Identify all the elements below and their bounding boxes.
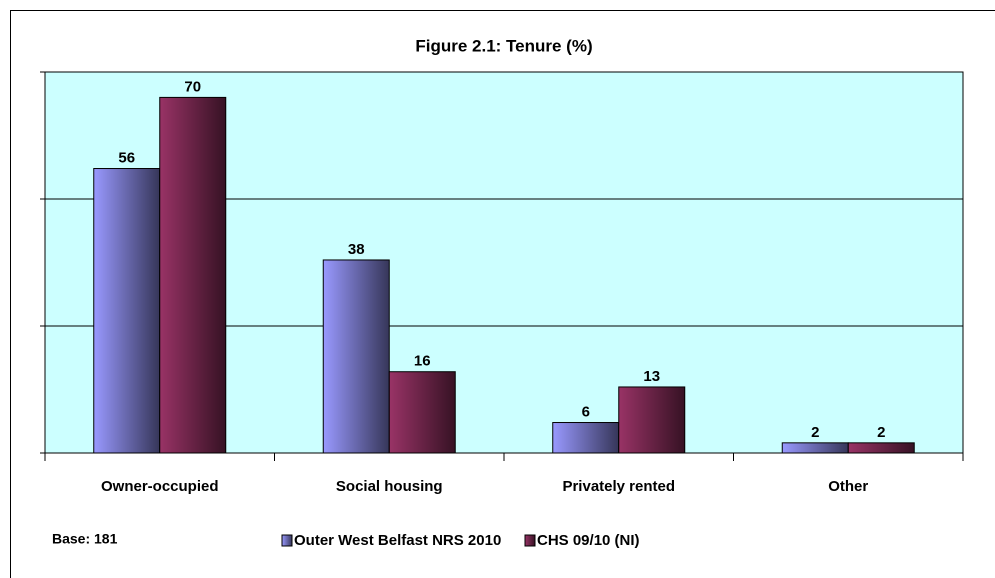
bar <box>552 422 620 454</box>
bar <box>93 168 161 454</box>
bar <box>847 442 915 454</box>
data-label: 56 <box>118 149 135 166</box>
data-label: 13 <box>643 368 660 385</box>
bar <box>322 259 390 454</box>
data-label: 6 <box>582 403 590 420</box>
x-tick-label: Privately rented <box>562 478 675 495</box>
legend-label: CHS 09/10 (NI) <box>537 532 640 549</box>
legend-label: Outer West Belfast NRS 2010 <box>294 532 501 549</box>
legend-swatch <box>524 534 536 547</box>
data-label: 16 <box>414 353 431 370</box>
legend-swatch <box>281 534 293 547</box>
data-label: 2 <box>811 424 819 441</box>
data-label: 38 <box>348 241 365 258</box>
bar <box>781 442 849 454</box>
x-tick-label: Social housing <box>336 478 443 495</box>
x-tick-label: Other <box>828 478 868 495</box>
bar <box>388 371 456 454</box>
data-label: 2 <box>877 424 885 441</box>
bar <box>159 96 227 454</box>
annotation: Base: 181 <box>52 531 118 547</box>
chart-title: Figure 2.1: Tenure (%) <box>415 36 592 55</box>
x-tick-label: Owner-occupied <box>101 478 219 495</box>
data-label: 70 <box>184 78 201 95</box>
bar <box>618 386 686 454</box>
